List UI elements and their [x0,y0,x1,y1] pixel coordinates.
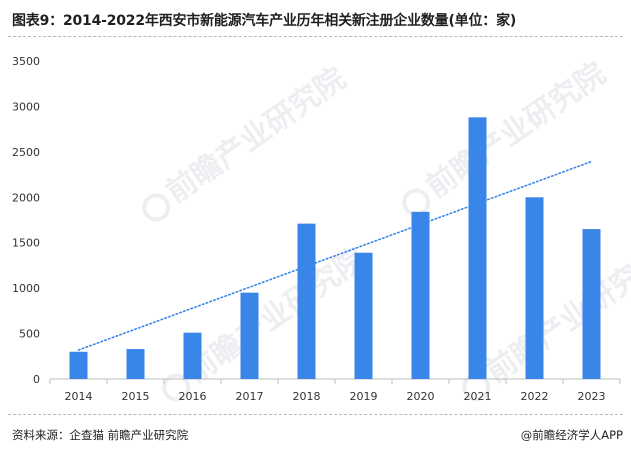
bar [582,229,601,379]
bar-chart: 0 500 1000 1500 2000 2500 3000 3500 2014 2015 2016… [12,55,621,403]
x-tick-label: 2019 [350,390,378,403]
y-tick-label: 1500 [12,237,40,250]
x-tick-label: 2015 [122,390,150,403]
x-tick-label: 2021 [464,390,492,403]
footer-divider [8,414,623,415]
bar [525,197,544,379]
y-tick-label: 1000 [12,282,40,295]
footer: 资料来源：企查猫 前瞻产业研究院 @前瞻经济学人APP [0,414,631,455]
y-tick-label: 0 [33,373,40,386]
bar [468,117,487,380]
brand-label: @前瞻经济学人APP [520,428,623,442]
x-tick-label: 2014 [65,390,93,403]
y-tick-label: 2500 [12,146,40,159]
y-tick-label: 3000 [12,100,40,113]
bar [240,292,259,379]
source-note: 资料来源：企查猫 前瞻产业研究院 [12,428,189,442]
bar [183,332,202,379]
bar [126,349,145,379]
bar [411,211,430,379]
bar [354,252,373,379]
x-tick-label: 2018 [293,390,321,403]
bar [297,223,316,379]
title-divider [8,36,623,37]
trend-line [77,160,593,351]
chart-title: 图表9：2014-2022年西安市新能源汽车产业历年相关新注册企业数量(单位：家… [12,13,517,29]
y-tick-label: 500 [19,328,40,341]
x-tick-label: 2017 [236,390,264,403]
bar [69,351,88,379]
x-tick-label: 2023 [578,390,606,403]
x-tick-label: 2020 [407,390,435,403]
x-tick-label: 2022 [521,390,549,403]
y-tick-label: 3500 [12,55,40,68]
y-tick-label: 2000 [12,191,40,204]
x-tick-label: 2016 [179,390,207,403]
